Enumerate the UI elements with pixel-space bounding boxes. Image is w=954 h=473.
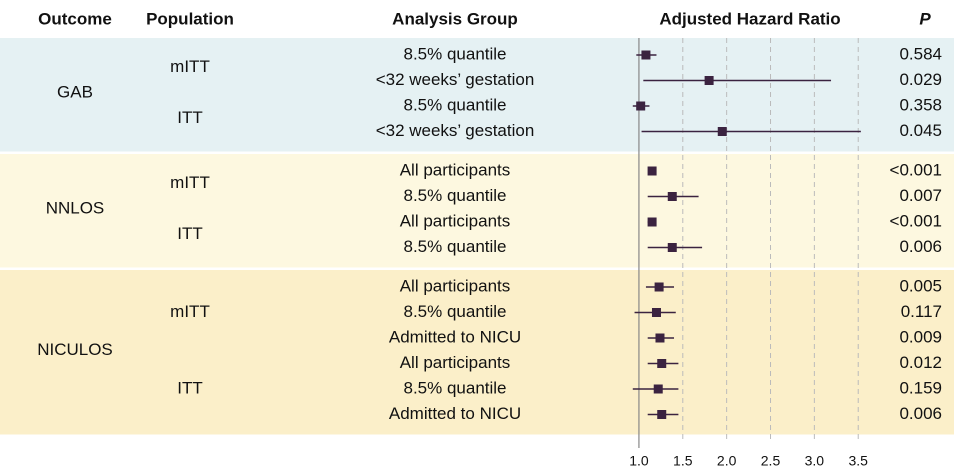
- x-tick-label: 2.5: [761, 453, 781, 469]
- x-tick-label: 3.5: [848, 453, 868, 469]
- column-header: Population: [146, 9, 234, 28]
- p-value: 0.584: [899, 44, 942, 63]
- hr-marker: [717, 127, 727, 136]
- outcome-band: [0, 38, 954, 152]
- analysis-group: 8.5% quantile: [403, 378, 506, 397]
- population: mITT: [170, 57, 210, 76]
- outcome: NICULOS: [37, 340, 113, 359]
- p-value: 0.009: [899, 327, 942, 346]
- column-header: Adjusted Hazard Ratio: [659, 9, 840, 28]
- p-value: 0.012: [899, 353, 942, 372]
- analysis-group: <32 weeks’ gestation: [376, 121, 535, 140]
- p-value: 0.029: [899, 70, 942, 89]
- p-value: 0.159: [899, 378, 942, 397]
- hr-marker: [651, 308, 661, 317]
- p-value: 0.006: [899, 237, 942, 256]
- analysis-group: 8.5% quantile: [403, 44, 506, 63]
- p-value: 0.007: [899, 186, 942, 205]
- analysis-group: All participants: [400, 160, 511, 179]
- analysis-group: <32 weeks’ gestation: [376, 70, 535, 89]
- p-value: <0.001: [890, 211, 942, 230]
- x-tick-label: 1.5: [673, 453, 693, 469]
- hr-marker: [653, 384, 663, 394]
- column-header: Outcome: [38, 9, 112, 28]
- p-value: 0.117: [901, 302, 942, 321]
- outcome: NNLOS: [46, 199, 105, 218]
- hr-marker: [654, 282, 664, 292]
- p-value: <0.001: [890, 160, 942, 179]
- p-value: 0.358: [899, 95, 942, 114]
- column-header: Analysis Group: [392, 9, 518, 28]
- population: ITT: [177, 378, 203, 397]
- analysis-group: 8.5% quantile: [403, 186, 506, 205]
- hr-marker: [641, 50, 651, 60]
- analysis-group: All participants: [400, 211, 511, 230]
- population: ITT: [177, 224, 203, 243]
- hr-marker: [647, 217, 657, 227]
- analysis-group: Admitted to NICU: [389, 404, 521, 423]
- hr-marker: [657, 410, 667, 419]
- p-value: 0.045: [899, 121, 942, 140]
- p-value: 0.006: [899, 404, 942, 423]
- hr-marker: [667, 243, 677, 252]
- hr-marker: [636, 101, 646, 111]
- analysis-group: All participants: [400, 353, 511, 372]
- analysis-group: All participants: [400, 276, 511, 295]
- analysis-group: 8.5% quantile: [403, 302, 506, 321]
- analysis-group: Admitted to NICU: [389, 327, 521, 346]
- hr-marker: [704, 76, 714, 85]
- analysis-group: 8.5% quantile: [403, 95, 506, 114]
- outcome: GAB: [57, 83, 93, 102]
- analysis-group: 8.5% quantile: [403, 237, 506, 256]
- x-tick-label: 2.0: [717, 453, 737, 469]
- hr-marker: [667, 192, 677, 201]
- p-value: 0.005: [899, 276, 942, 295]
- population: ITT: [177, 108, 203, 127]
- population: mITT: [170, 302, 210, 321]
- column-header: P: [919, 9, 931, 28]
- x-tick-label: 1.0: [629, 453, 649, 469]
- population: mITT: [170, 173, 210, 192]
- hr-marker: [657, 359, 667, 368]
- outcome-band: [0, 270, 954, 435]
- hr-marker: [647, 166, 657, 176]
- hr-marker: [655, 333, 665, 343]
- outcome-band: [0, 154, 954, 268]
- x-tick-label: 3.0: [805, 453, 825, 469]
